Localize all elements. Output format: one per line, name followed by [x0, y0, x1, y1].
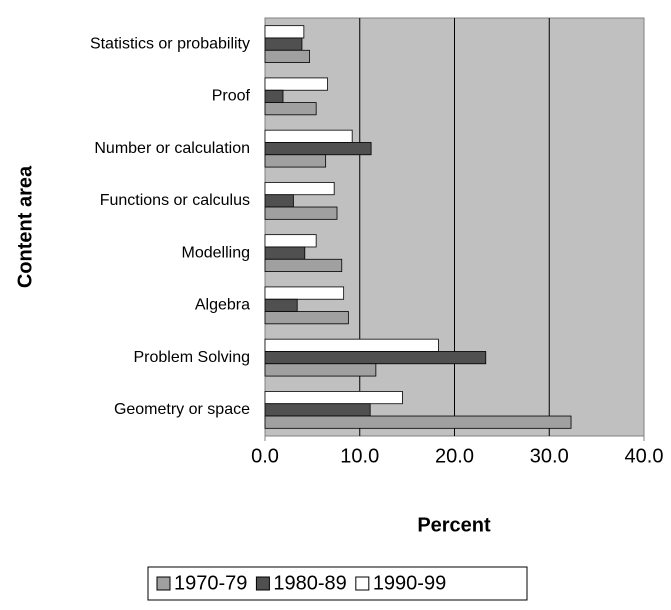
y-tick-label: Proof — [212, 88, 251, 105]
legend-label: 1970-79 — [174, 572, 247, 594]
bar — [264, 49, 310, 63]
y-tick-label: Functions or calculus — [100, 192, 250, 209]
legend-swatch — [355, 576, 370, 591]
y-tick-label: Statistics or probability — [90, 35, 250, 52]
y-tick-label: Geometry or space — [114, 401, 250, 418]
bar — [264, 363, 377, 377]
y-tick-label: Number or calculation — [94, 140, 250, 157]
bar — [264, 246, 306, 260]
legend-box — [147, 566, 528, 601]
x-tick-label: 30.0 — [530, 445, 569, 467]
bar — [264, 351, 487, 365]
bar — [264, 142, 372, 156]
x-tick-label: 20.0 — [435, 445, 474, 467]
y-tick-label: Problem Solving — [134, 349, 251, 366]
legend-label: 1980-89 — [273, 572, 346, 594]
bar — [264, 194, 294, 208]
bar — [264, 89, 284, 103]
x-tick-label: 10.0 — [340, 445, 379, 467]
legend-label: 1990-99 — [373, 572, 446, 594]
bar — [264, 234, 317, 248]
bar — [264, 206, 338, 220]
bar — [264, 25, 305, 39]
y-tick-label: Modelling — [182, 244, 250, 261]
bar — [264, 403, 371, 417]
bar — [264, 298, 298, 312]
x-tick-label: 0.0 — [251, 445, 279, 467]
x-tick-label: 40.0 — [625, 445, 664, 467]
bar — [264, 182, 335, 196]
bar — [264, 415, 572, 429]
bar — [264, 37, 303, 51]
y-axis-title: Content area — [14, 165, 36, 288]
bar — [264, 154, 327, 168]
legend-swatch — [255, 576, 270, 591]
bar — [264, 391, 403, 405]
bar — [264, 258, 343, 272]
y-tick-label: Algebra — [195, 297, 250, 314]
bar — [264, 129, 353, 143]
bar — [264, 338, 439, 352]
bar — [264, 77, 328, 91]
bar — [264, 286, 345, 300]
x-axis-title: Percent — [417, 514, 491, 536]
legend-swatch — [156, 576, 171, 591]
bar — [264, 102, 317, 116]
bar — [264, 311, 349, 325]
